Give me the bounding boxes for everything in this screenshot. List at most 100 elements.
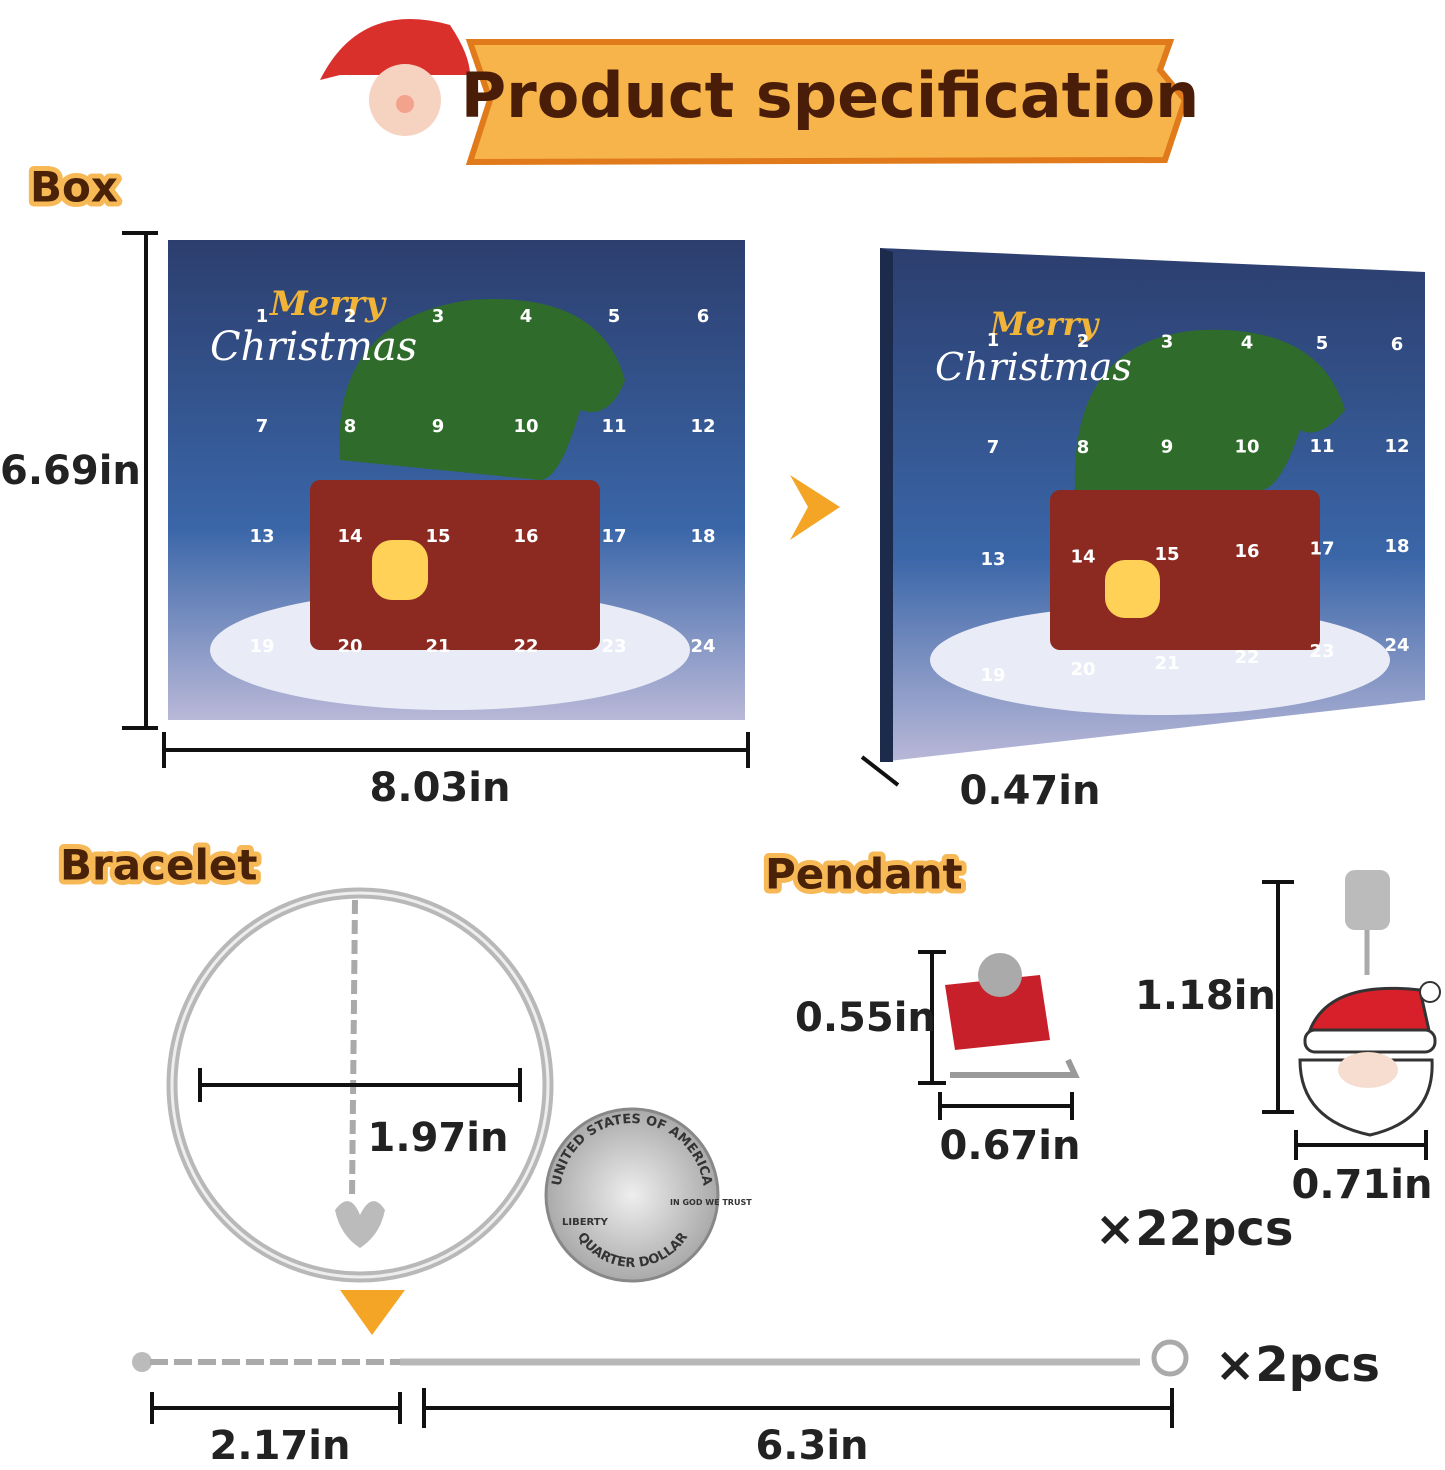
sleigh bbox=[945, 953, 1080, 1078]
door-number: 18 bbox=[1384, 536, 1409, 557]
door-number: 9 bbox=[1161, 437, 1174, 458]
coin-liberty: LIBERTY bbox=[562, 1217, 609, 1228]
title: Product specification bbox=[461, 59, 1200, 132]
sleigh-height-dim bbox=[918, 950, 946, 1085]
box-width: 8.03in bbox=[370, 765, 511, 811]
door-number: 10 bbox=[513, 416, 538, 437]
door-number: 12 bbox=[690, 416, 715, 437]
door-number: 11 bbox=[601, 416, 626, 437]
door-number: 1 bbox=[256, 306, 269, 327]
door-number: 22 bbox=[1234, 647, 1259, 668]
door-number: 20 bbox=[1070, 659, 1095, 680]
height-dim bbox=[122, 231, 158, 730]
door-number: 6 bbox=[697, 306, 710, 327]
house-roof bbox=[1074, 329, 1345, 490]
door-number: 15 bbox=[1154, 544, 1179, 565]
diameter-dim bbox=[198, 1068, 522, 1102]
hat-pom bbox=[286, 76, 314, 104]
greeting: Merry bbox=[269, 284, 387, 324]
door-number: 4 bbox=[520, 306, 533, 327]
header: Product specification bbox=[286, 19, 1199, 182]
length-dim bbox=[422, 1388, 1174, 1428]
door-number: 7 bbox=[256, 416, 269, 437]
arrow bbox=[340, 1290, 405, 1335]
door-number: 5 bbox=[1316, 333, 1329, 354]
door-number: 8 bbox=[1077, 437, 1090, 458]
door-number: 18 bbox=[690, 526, 715, 547]
door-number: 3 bbox=[1161, 332, 1174, 353]
box-label: Box bbox=[30, 163, 118, 212]
arrow bbox=[790, 475, 840, 540]
santa-height-dim bbox=[1262, 880, 1294, 1114]
pendant-label: Pendant bbox=[765, 850, 963, 899]
door-number: 13 bbox=[249, 526, 274, 547]
santa-width-dim bbox=[1294, 1130, 1428, 1160]
door-number: 19 bbox=[249, 636, 274, 657]
bracelet-flat bbox=[132, 1339, 1189, 1377]
santa-nose bbox=[396, 95, 414, 113]
door-number: 23 bbox=[1309, 641, 1334, 662]
window bbox=[1105, 560, 1160, 618]
door-number: 17 bbox=[1309, 539, 1334, 560]
door-number: 19 bbox=[980, 665, 1005, 686]
house-wall bbox=[1050, 490, 1320, 650]
bracelet-qty: ×2pcs bbox=[1215, 1337, 1380, 1393]
bracelet-diameter: 1.97in bbox=[368, 1115, 509, 1161]
door-number: 6 bbox=[1391, 334, 1404, 355]
door-number: 17 bbox=[601, 526, 626, 547]
greeting: Merry bbox=[989, 305, 1101, 343]
door-number: 24 bbox=[690, 636, 715, 657]
door-number: 16 bbox=[1234, 541, 1259, 562]
santa-height: 1.18in bbox=[1135, 973, 1276, 1019]
coin-motto: IN GOD WE TRUST bbox=[670, 1198, 752, 1207]
door-number: 9 bbox=[432, 416, 445, 437]
width-dim bbox=[162, 732, 750, 768]
door-number: 1 bbox=[987, 330, 1000, 351]
door-number: 2 bbox=[1077, 331, 1090, 352]
house-wall bbox=[310, 480, 600, 650]
door-number: 12 bbox=[1384, 436, 1409, 457]
door-number: 11 bbox=[1309, 436, 1334, 457]
sleigh-width: 0.67in bbox=[940, 1123, 1081, 1169]
door-number: 24 bbox=[1384, 635, 1409, 656]
door-number: 8 bbox=[344, 416, 357, 437]
window bbox=[372, 540, 428, 600]
door-number: 21 bbox=[425, 636, 450, 657]
santa-hat bbox=[320, 19, 470, 80]
door-number: 2 bbox=[344, 306, 357, 327]
banner bbox=[465, 39, 1189, 166]
santa-width: 0.71in bbox=[1292, 1162, 1433, 1208]
depth-dim bbox=[860, 755, 900, 787]
bracelet-length: 6.3in bbox=[755, 1423, 868, 1469]
door-number: 23 bbox=[601, 636, 626, 657]
door-number: 20 bbox=[337, 636, 362, 657]
bracelet bbox=[166, 887, 554, 1283]
greeting: Christmas bbox=[210, 324, 417, 370]
sleigh-width-dim bbox=[938, 1092, 1074, 1120]
sleigh-height: 0.55in bbox=[795, 995, 936, 1041]
door-number: 16 bbox=[513, 526, 538, 547]
greeting: Christmas bbox=[935, 345, 1132, 389]
door-number: 10 bbox=[1234, 436, 1259, 457]
extender-length: 2.17in bbox=[210, 1423, 351, 1469]
door-number: 14 bbox=[337, 526, 362, 547]
bracelet-label: Bracelet bbox=[60, 841, 257, 890]
door-number: 5 bbox=[608, 306, 621, 327]
santa-pendant bbox=[1298, 870, 1441, 1137]
door-number: 22 bbox=[513, 636, 538, 657]
house-roof bbox=[339, 299, 625, 480]
door-number: 13 bbox=[980, 549, 1005, 570]
box-height: 6.69in bbox=[0, 448, 141, 494]
door-number: 4 bbox=[1241, 332, 1254, 353]
door-number: 14 bbox=[1070, 546, 1095, 567]
coin: UNITED STATES OF AMERICA QUARTER DOLLAR … bbox=[544, 1107, 752, 1283]
door-number: 15 bbox=[425, 526, 450, 547]
pendant-qty: ×22pcs bbox=[1095, 1201, 1293, 1257]
box-edge bbox=[880, 248, 893, 762]
door-number: 7 bbox=[987, 437, 1000, 458]
door-number: 3 bbox=[432, 306, 445, 327]
extender-dim bbox=[150, 1392, 402, 1424]
